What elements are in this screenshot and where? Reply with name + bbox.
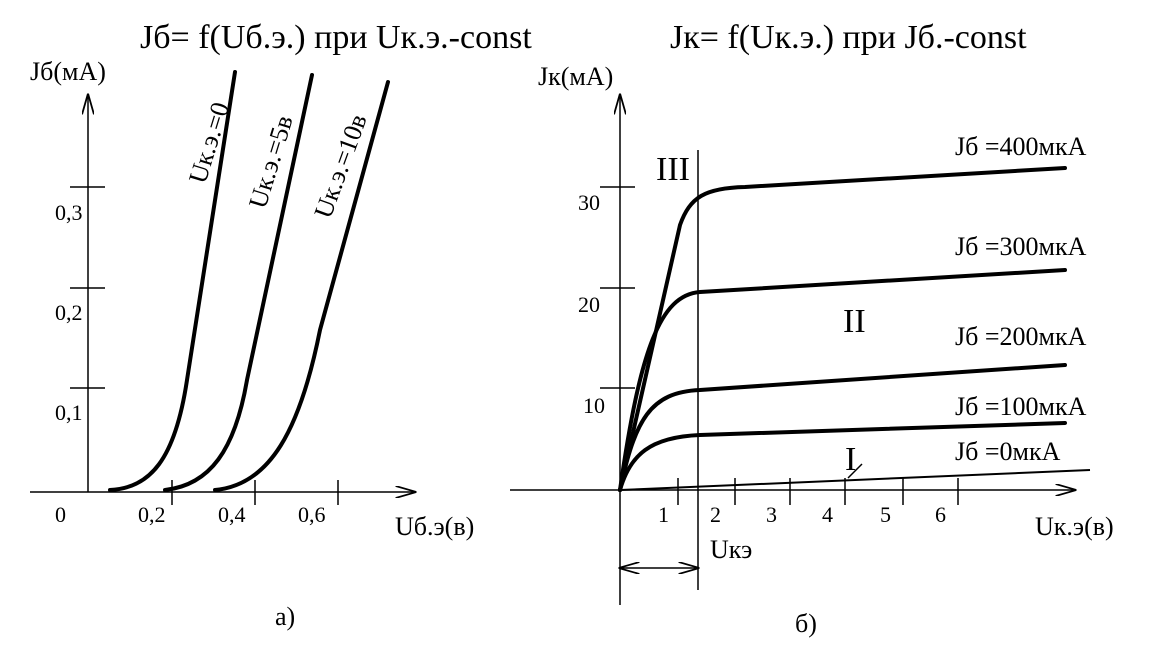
right-y-label: Jк(мА) [538, 62, 613, 91]
y-tick: 20 [578, 292, 600, 317]
left-ticks [70, 186, 339, 505]
x-tick: 5 [880, 502, 891, 527]
span-label: Uкэ [710, 535, 752, 564]
right-x-label: Uк.э(в) [1035, 512, 1114, 541]
curve-label: Uк.э.=5в [243, 112, 299, 212]
curve [618, 421, 1067, 492]
left-title: Jб= f(Uб.э.) при Uк.э.-const [140, 19, 532, 56]
curve [618, 166, 1067, 492]
right-ticks [600, 150, 959, 590]
curve-label: Jб =300мкА [955, 232, 1087, 261]
y-tick: 10 [583, 393, 605, 418]
curve [618, 268, 1067, 492]
x-tick: 6 [935, 502, 946, 527]
x-tick: 3 [766, 502, 777, 527]
curve-label: Jб =200мкА [955, 322, 1087, 351]
region-label: II [843, 303, 866, 340]
curve-label: Jб =0мкА [955, 437, 1061, 466]
y-tick: 0,1 [55, 400, 83, 425]
right-title: Jк= f(Uк.э.) при Jб.-const [670, 19, 1027, 56]
y-tick: 30 [578, 190, 600, 215]
curve [163, 73, 314, 492]
caption: а) [275, 602, 295, 631]
curve-label: Jб =100мкА [955, 392, 1087, 421]
curve [618, 363, 1067, 492]
x-tick: 2 [710, 502, 721, 527]
region-label: III [656, 151, 690, 188]
x-tick: 0,6 [298, 502, 326, 527]
curve-label: Uк.э.=0 [183, 99, 235, 187]
region-label: I [845, 441, 856, 478]
x-tick: 4 [822, 502, 833, 527]
left-x-label: Uб.э(в) [395, 512, 474, 541]
left-y-label: Jб(мА) [30, 57, 106, 86]
y-tick: 0,3 [55, 200, 83, 225]
x-tick: 1 [658, 502, 669, 527]
x-tick: 0,2 [138, 502, 166, 527]
curve [108, 70, 237, 492]
caption: б) [795, 609, 817, 638]
x-tick: 0 [55, 502, 66, 527]
curve-label: Jб =400мкА [955, 132, 1087, 161]
curve [213, 80, 390, 492]
curve [619, 469, 1091, 491]
y-tick: 0,2 [55, 300, 83, 325]
x-tick: 0,4 [218, 502, 246, 527]
